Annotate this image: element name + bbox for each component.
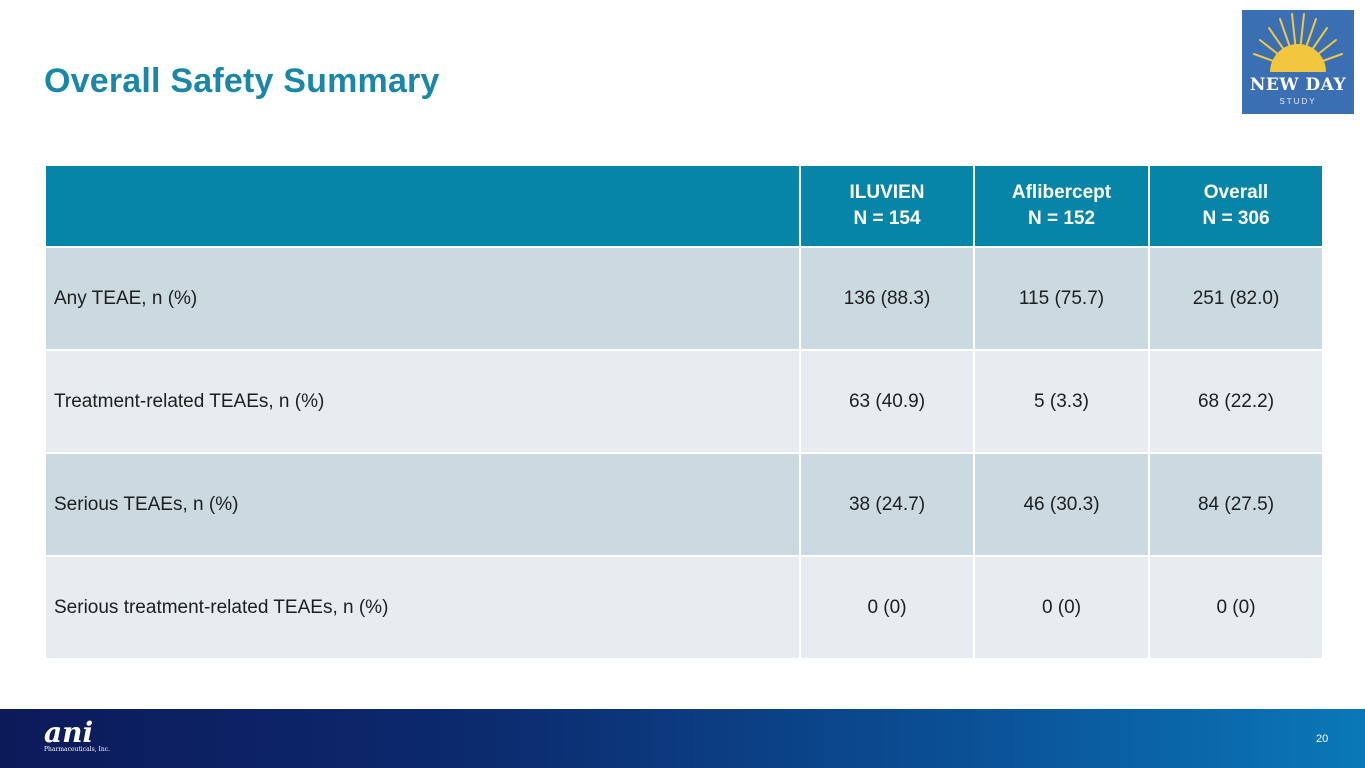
page-title: Overall Safety Summary [44,62,440,100]
cell-iluvien: 136 (88.3) [799,246,975,351]
column-name: Overall [1203,182,1269,203]
cell-iluvien: 63 (40.9) [799,349,975,454]
logo-sub-text: STUDY [1279,97,1317,106]
new-day-study-logo: NEW DAY STUDY [1242,10,1354,114]
column-name: Aflibercept [1011,182,1112,203]
cell-aflibercept: 46 (30.3) [973,452,1150,557]
column-name: ILUVIEN [849,182,925,203]
ani-logo: ani [44,716,94,749]
row-label: Any TEAE, n (%) [44,246,801,351]
row-label: Serious treatment-related TEAEs, n (%) [44,555,801,660]
header-iluvien: ILUVIEN N = 154 [799,164,975,248]
header-overall: Overall N = 306 [1148,164,1324,248]
table-row: Treatment-related TEAEs, n (%) 63 (40.9)… [44,349,1324,454]
logo-main-text: NEW DAY [1249,75,1347,95]
header-aflibercept: Aflibercept N = 152 [973,164,1150,248]
cell-overall: 0 (0) [1148,555,1324,660]
table-row: Serious treatment-related TEAEs, n (%) 0… [44,555,1324,660]
column-n: N = 154 [853,208,921,229]
ani-logo-subtitle: Pharmaceuticals, Inc. [44,746,110,753]
row-label: Treatment-related TEAEs, n (%) [44,349,801,454]
cell-aflibercept: 5 (3.3) [973,349,1150,454]
column-n: N = 306 [1202,208,1270,229]
cell-overall: 251 (82.0) [1148,246,1324,351]
footer-bar: ani Pharmaceuticals, Inc. 20 [0,709,1365,768]
cell-iluvien: 0 (0) [799,555,975,660]
cell-overall: 84 (27.5) [1148,452,1324,557]
table-row: Serious TEAEs, n (%) 38 (24.7) 46 (30.3)… [44,452,1324,557]
row-label: Serious TEAEs, n (%) [44,452,801,557]
page-number: 20 [1316,733,1329,745]
cell-iluvien: 38 (24.7) [799,452,975,557]
table-row: Any TEAE, n (%) 136 (88.3) 115 (75.7) 25… [44,246,1324,351]
table-header-row: ILUVIEN N = 154 Aflibercept N = 152 Over… [44,164,1324,248]
cell-overall: 68 (22.2) [1148,349,1324,454]
cell-aflibercept: 0 (0) [973,555,1150,660]
cell-aflibercept: 115 (75.7) [973,246,1150,351]
sunburst-icon [1242,13,1354,114]
safety-summary-table: ILUVIEN N = 154 Aflibercept N = 152 Over… [44,164,1324,660]
header-empty-cell [44,164,801,248]
column-n: N = 152 [1027,208,1096,229]
